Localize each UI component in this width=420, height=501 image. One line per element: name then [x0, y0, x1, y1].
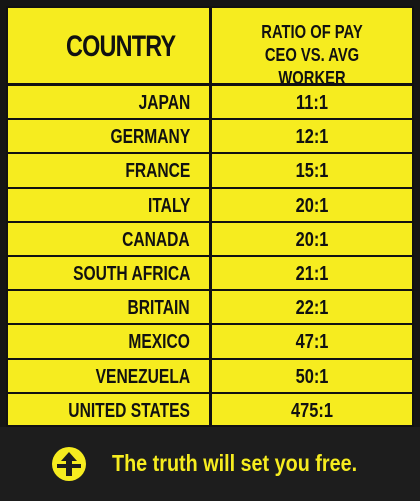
table-row: MEXICO 47:1 [8, 325, 412, 360]
ratio-cell: 15:1 [295, 160, 329, 183]
table-row: CANADA 20:1 [8, 223, 412, 257]
country-cell: CANADA [122, 228, 190, 251]
ratio-cell: 20:1 [295, 194, 329, 217]
arrow-emblem-icon [52, 447, 86, 481]
column-divider [209, 8, 212, 425]
country-cell: FRANCE [124, 160, 190, 183]
country-cell: UNITED STATES [68, 399, 190, 422]
ratio-cell: 475:1 [291, 399, 333, 422]
country-cell: JAPAN [138, 92, 190, 114]
ratio-cell: 11:1 [296, 92, 328, 114]
ratio-cell: 47:1 [295, 331, 329, 354]
country-cell: MEXICO [128, 331, 190, 354]
table-row: SOUTH AFRICA 21:1 [8, 257, 412, 292]
country-cell: SOUTH AFRICA [72, 262, 190, 285]
ratio-cell: 20:1 [295, 228, 329, 251]
country-column-header: COUNTRY [66, 30, 176, 63]
ratio-header-line1: RATIO OF PAY [261, 22, 363, 42]
pay-ratio-table: COUNTRY RATIO OF PAY CEO VS. AVG WORKER … [6, 6, 414, 427]
table-body: JAPAN 11:1 GERMANY 12:1 FRANCE 15:1 ITALY 20:1 C… [8, 86, 412, 428]
table-row: UNITED STATES 475:1 [8, 394, 412, 428]
country-cell: BRITAIN [127, 297, 190, 320]
table-row: ITALY 20:1 [8, 189, 412, 223]
ratio-cell: 22:1 [295, 297, 329, 320]
country-cell: ITALY [147, 194, 190, 217]
country-cell: VENEZUELA [95, 365, 190, 388]
table-row: GERMANY 12:1 [8, 120, 412, 155]
table-header: COUNTRY RATIO OF PAY CEO VS. AVG WORKER [8, 8, 412, 88]
footer-tagline: The truth will set you free. [112, 450, 358, 476]
ratio-header-line2: CEO VS. AVG WORKER [264, 45, 360, 88]
ratio-column-header: RATIO OF PAY CEO VS. AVG WORKER [230, 21, 394, 90]
table-row: JAPAN 11:1 [8, 86, 412, 121]
ratio-cell: 12:1 [295, 126, 329, 149]
ratio-cell: 21:1 [295, 262, 329, 285]
table-row: VENEZUELA 50:1 [8, 360, 412, 394]
table-row: BRITAIN 22:1 [8, 291, 412, 326]
ratio-cell: 50:1 [295, 365, 329, 388]
table-row: FRANCE 15:1 [8, 154, 412, 189]
footer-banner: The truth will set you free. [0, 427, 420, 501]
country-cell: GERMANY [110, 126, 190, 149]
